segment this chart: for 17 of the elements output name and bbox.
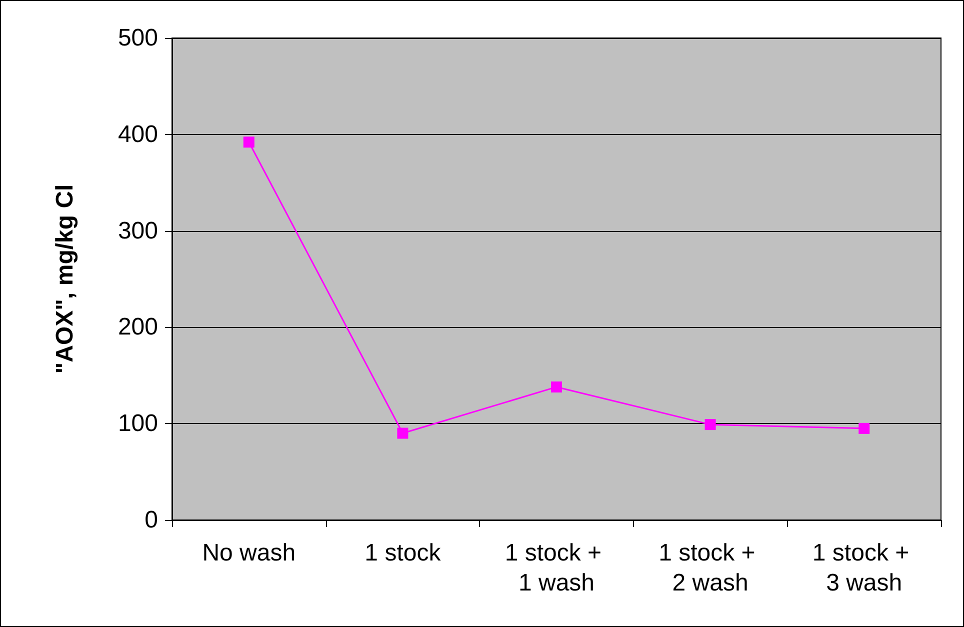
y-tick-label: 100 <box>118 410 158 438</box>
x-tick-label: 1 stock + 2 wash <box>658 540 762 596</box>
y-tick-label: 200 <box>118 314 158 341</box>
x-tick-label: 1 stock + 1 wash <box>504 540 608 596</box>
y-tick-label: 0 <box>144 506 158 534</box>
x-tick-label: 1 stock <box>364 540 442 566</box>
point <box>397 428 408 439</box>
point <box>704 419 716 430</box>
x-tick-label: No wash <box>202 540 296 566</box>
point <box>551 381 562 392</box>
point <box>243 136 254 148</box>
y-tick-label: 400 <box>118 120 158 148</box>
y-tick-label: 300 <box>118 217 158 244</box>
x-tick-label: 1 stock + 3 wash <box>812 540 916 596</box>
y-axis-title: "AOX", mg/kg Cl <box>52 184 78 374</box>
y-tick-label: 500 <box>118 24 158 52</box>
point <box>858 422 870 434</box>
